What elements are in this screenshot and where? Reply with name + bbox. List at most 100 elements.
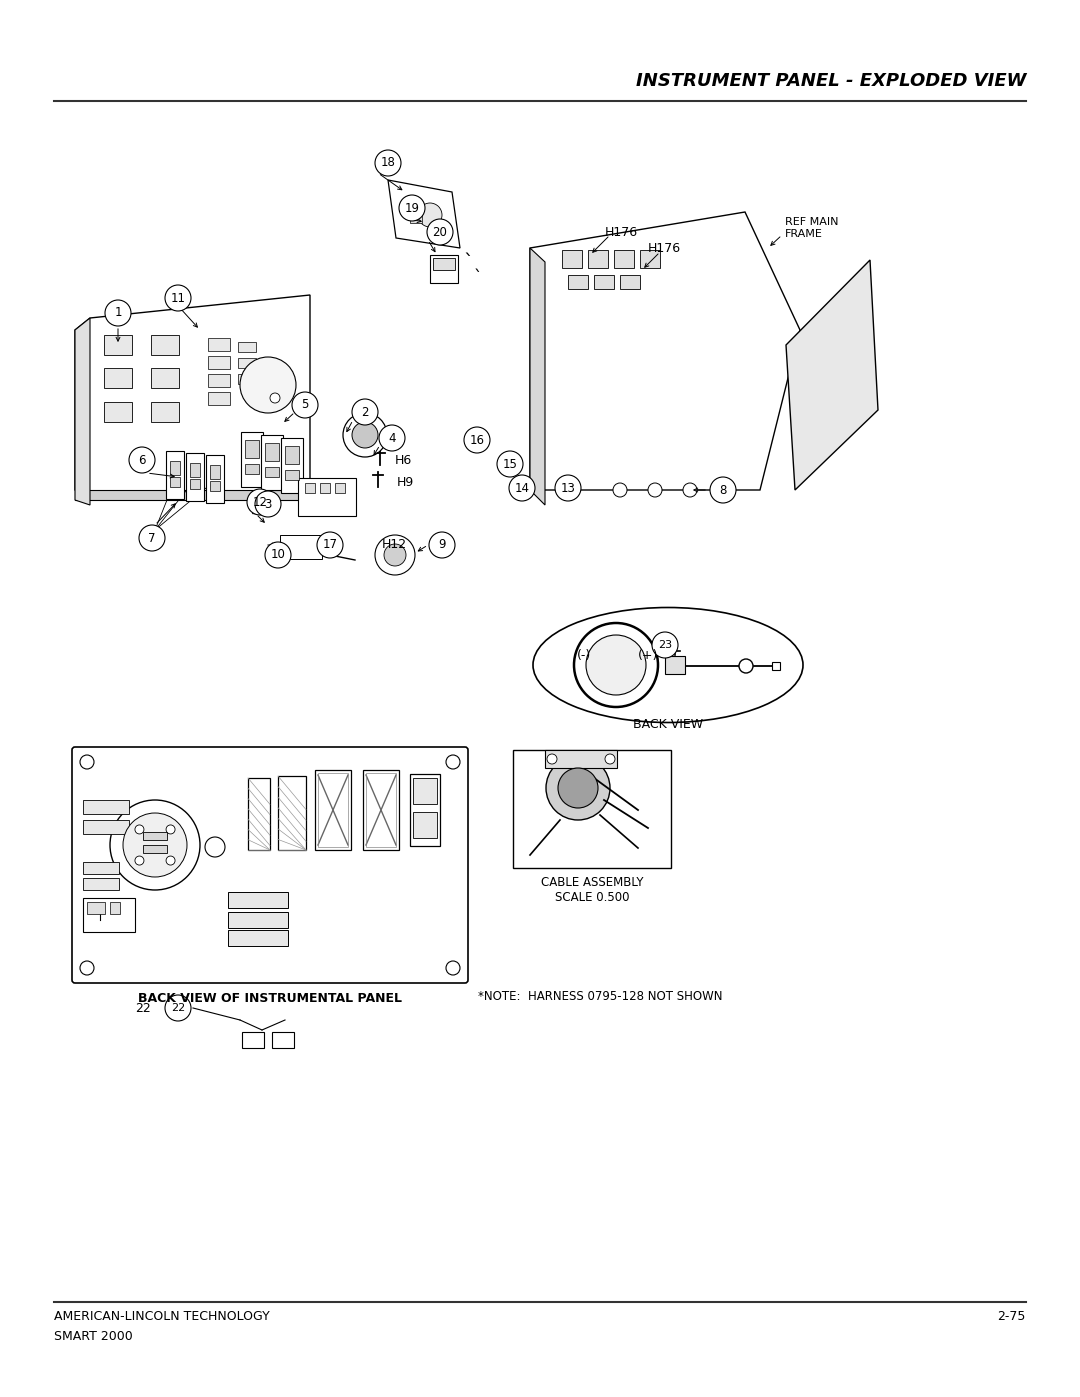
Text: 4: 4: [388, 432, 395, 444]
Bar: [615, 250, 634, 268]
Bar: [208, 338, 230, 351]
Text: H12: H12: [382, 538, 407, 552]
Text: 15: 15: [502, 457, 517, 471]
Bar: [245, 440, 259, 458]
Circle shape: [375, 149, 401, 176]
Circle shape: [546, 756, 610, 820]
Text: INSTRUMENT PANEL - EXPLODED VIEW: INSTRUMENT PANEL - EXPLODED VIEW: [635, 73, 1026, 91]
Circle shape: [139, 525, 165, 550]
Bar: [363, 770, 399, 849]
Bar: [83, 800, 129, 814]
Text: 7: 7: [148, 531, 156, 545]
Circle shape: [546, 754, 557, 764]
Bar: [272, 1032, 294, 1048]
Circle shape: [713, 483, 727, 497]
Bar: [104, 367, 132, 388]
Circle shape: [497, 451, 523, 476]
Text: 12: 12: [253, 496, 268, 509]
Bar: [208, 356, 230, 369]
Text: BACK VIEW: BACK VIEW: [633, 718, 703, 731]
Circle shape: [429, 532, 455, 557]
Bar: [151, 367, 179, 388]
Text: `: `: [474, 270, 482, 286]
Bar: [620, 275, 640, 289]
Bar: [242, 1032, 264, 1048]
Circle shape: [573, 623, 658, 707]
Bar: [104, 335, 132, 355]
Bar: [166, 451, 184, 499]
Bar: [245, 464, 259, 474]
Circle shape: [384, 543, 406, 566]
Circle shape: [255, 490, 281, 517]
Circle shape: [509, 475, 535, 502]
Circle shape: [205, 837, 225, 856]
Bar: [430, 256, 458, 284]
Bar: [545, 750, 617, 768]
Bar: [248, 778, 270, 849]
Text: 23: 23: [658, 640, 672, 650]
Bar: [241, 432, 264, 488]
Bar: [228, 930, 288, 946]
Text: 13: 13: [561, 482, 576, 495]
Bar: [433, 258, 455, 270]
Bar: [285, 446, 299, 464]
Bar: [190, 479, 200, 489]
Bar: [278, 775, 306, 849]
Bar: [305, 483, 315, 493]
Circle shape: [399, 196, 426, 221]
Text: 6: 6: [138, 454, 146, 467]
Circle shape: [352, 400, 378, 425]
Text: H6: H6: [395, 454, 413, 467]
Bar: [413, 778, 437, 805]
Bar: [568, 275, 588, 289]
Circle shape: [375, 535, 415, 576]
Bar: [151, 335, 179, 355]
Bar: [640, 250, 660, 268]
Bar: [208, 374, 230, 387]
Text: 10: 10: [271, 549, 285, 562]
Bar: [228, 912, 288, 928]
Text: 22: 22: [135, 1002, 151, 1016]
Circle shape: [129, 447, 156, 474]
Bar: [298, 478, 356, 515]
Circle shape: [80, 961, 94, 975]
Text: (+): (+): [638, 648, 658, 662]
Circle shape: [652, 631, 678, 658]
Circle shape: [379, 425, 405, 451]
Polygon shape: [75, 295, 310, 495]
Bar: [110, 902, 120, 914]
Circle shape: [135, 856, 144, 865]
Text: 8: 8: [719, 483, 727, 496]
Polygon shape: [786, 260, 878, 490]
Bar: [238, 374, 256, 384]
Text: *NOTE:  HARNESS 0795-128 NOT SHOWN: *NOTE: HARNESS 0795-128 NOT SHOWN: [478, 990, 723, 1003]
Text: 16: 16: [470, 433, 485, 447]
Circle shape: [605, 754, 615, 764]
Circle shape: [418, 203, 442, 226]
Circle shape: [240, 358, 296, 414]
Bar: [318, 773, 348, 847]
Polygon shape: [530, 212, 800, 490]
Circle shape: [135, 826, 144, 834]
Bar: [513, 750, 671, 868]
Circle shape: [710, 476, 735, 503]
Polygon shape: [530, 249, 545, 504]
Text: H176: H176: [648, 242, 681, 254]
Text: 11: 11: [171, 292, 186, 305]
Bar: [87, 902, 105, 914]
Circle shape: [166, 856, 175, 865]
Bar: [83, 820, 129, 834]
Circle shape: [427, 219, 453, 244]
Bar: [186, 453, 204, 502]
Bar: [410, 207, 422, 224]
Circle shape: [80, 754, 94, 768]
Bar: [83, 862, 119, 875]
Bar: [228, 893, 288, 908]
Circle shape: [165, 285, 191, 312]
Text: 5: 5: [301, 398, 309, 412]
Text: 17: 17: [323, 538, 337, 552]
Bar: [261, 434, 283, 490]
Bar: [594, 275, 615, 289]
Text: REF MAIN
FRAME: REF MAIN FRAME: [785, 217, 838, 239]
Text: (-): (-): [577, 648, 591, 662]
